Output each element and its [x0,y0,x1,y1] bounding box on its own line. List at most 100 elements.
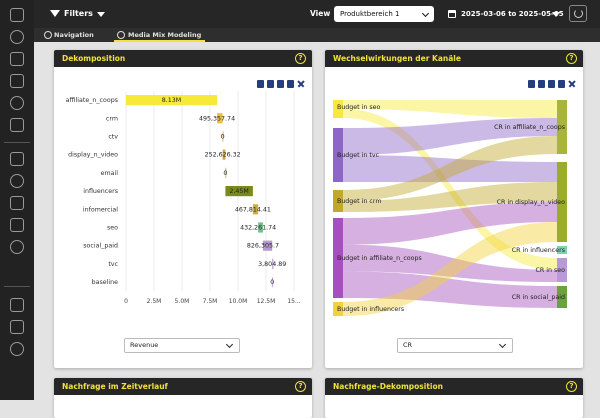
waterfall-bar[interactable] [258,222,263,233]
wrench-icon[interactable] [10,298,24,312]
calculator-icon[interactable] [10,196,24,210]
waterfall-bar[interactable] [272,277,274,288]
calendar-icon [448,10,456,18]
sankey-link[interactable] [343,109,557,270]
sankey-source-node[interactable] [333,128,343,182]
target-icon[interactable] [10,52,24,66]
category-label: email [101,170,119,177]
data-label: 467,814.41 [235,206,271,213]
target-label: CR in seo [535,267,565,274]
waterfall-bar[interactable] [225,186,253,197]
demand-decomposition-card: Nachfrage-Dekomposition ? [325,378,583,418]
search-chart-icon[interactable] [10,96,24,110]
briefcase-icon[interactable] [10,240,24,254]
category-label: tvc [108,261,118,268]
sankey-target-node[interactable] [557,258,567,282]
sankey-link[interactable] [343,182,557,212]
waterfall-bar[interactable] [225,167,227,178]
metric-select[interactable]: Revenue [124,338,240,353]
trend-icon[interactable] [10,118,24,132]
sankey-link[interactable] [343,271,557,308]
waterfall-bar[interactable] [222,131,224,142]
expand-icon[interactable] [568,80,575,88]
sankey-target-node[interactable] [557,100,567,154]
waterfall-bar[interactable] [217,113,223,124]
sankey-target-node[interactable] [557,162,567,242]
waterfall-bar[interactable] [126,95,218,106]
help-icon[interactable]: ? [295,53,306,64]
sankey-link[interactable] [343,202,557,245]
sankey-link[interactable] [343,136,557,201]
sankey-source-node[interactable] [333,100,343,118]
sankey-source-node[interactable] [333,190,343,212]
target-label: CR in social_paid [512,294,565,301]
filters-button[interactable]: Filters [48,6,105,22]
sankey-source-node[interactable] [333,218,343,298]
card-title: Dekomposition [62,54,126,63]
document-icon[interactable] [267,80,274,88]
play-icon[interactable] [10,342,24,356]
chevron-down-icon[interactable] [552,12,560,17]
target-alt-icon[interactable] [10,74,24,88]
source-label: Budget in affiliate_n_coops [337,255,422,262]
help-icon[interactable]: ? [566,381,577,392]
category-label: ctv [108,134,118,141]
tab-media-mix-modeling[interactable]: Media Mix Modeling [114,28,206,42]
globe-icon[interactable] [10,174,24,188]
print-icon[interactable] [287,80,294,88]
sankey-link[interactable] [343,244,557,282]
x-tick-label: 5.0M [175,298,190,305]
help-icon[interactable]: ? [566,53,577,64]
kpi-select[interactable]: CR [397,338,513,353]
spreadsheet-icon[interactable] [548,80,555,88]
sankey-link[interactable] [343,155,557,182]
sankey-link[interactable] [343,118,557,155]
help-icon[interactable]: ? [295,381,306,392]
data-label: 8.13M [162,97,181,104]
waterfall-bar[interactable] [262,240,273,251]
x-tick-label: 7.5M [203,298,218,305]
waterfall-bar[interactable] [272,258,274,269]
target-label: CR in display_n_video [497,199,566,206]
interactions-card: Wechselwirkungen der Kanäle ? Budget in … [325,50,583,368]
source-label: Budget in seo [337,104,381,111]
sankey-target-node[interactable] [557,246,567,254]
data-label: 0 [221,134,225,141]
sankey-link[interactable] [343,100,557,118]
sankey-source-node[interactable] [333,302,343,316]
chart-toolbar [254,73,304,88]
sankey-link[interactable] [343,222,557,316]
view-label: View [310,9,331,18]
waterfall-bar[interactable] [222,149,226,160]
category-label: crm [106,115,118,122]
spreadsheet-icon[interactable] [277,80,284,88]
chart-toolbar [525,73,575,88]
tab-navigation[interactable]: Navigation [42,28,94,42]
x-tick-label: 15... [287,298,300,305]
users-icon[interactable] [10,320,24,334]
sankey-target-node[interactable] [557,286,567,308]
data-label: 3,804.89 [258,261,286,268]
dashboard-icon[interactable] [10,8,24,22]
sankey-chart: Budget in seo Budget in tvc Budget in crm B… [333,100,567,316]
card-header: Wechselwirkungen der Kanäle ? [325,50,583,67]
waterfall-bar[interactable] [252,204,259,215]
image-icon[interactable] [257,80,264,88]
card-title: Nachfrage im Zeitverlauf [62,382,168,391]
view-select[interactable]: Produktbereich 1 [334,6,434,22]
refresh-button[interactable] [569,5,587,22]
data-label: 432,261.74 [240,225,276,232]
source-label: Budget in crm [337,198,381,205]
print-icon[interactable] [558,80,565,88]
image-icon[interactable] [528,80,535,88]
location-icon[interactable] [10,30,24,44]
document-icon[interactable] [538,80,545,88]
goal-icon[interactable] [10,218,24,232]
x-tick-label: 12.5M [257,298,276,305]
demand-timeline-card: Nachfrage im Zeitverlauf ? [54,378,312,418]
date-range-picker[interactable]: 2025-03-06 to 2025-05-05 [461,10,564,18]
x-tick-label: 10.0M [229,298,248,305]
search-icon[interactable] [10,152,24,166]
data-label: 0 [270,279,274,286]
data-label: 0 [223,170,227,177]
